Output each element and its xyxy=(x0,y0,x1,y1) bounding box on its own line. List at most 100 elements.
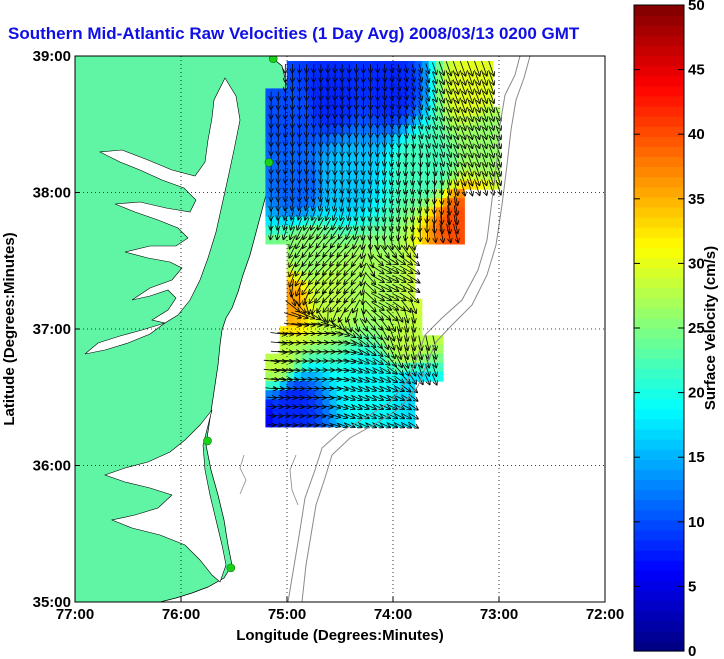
speed-cell xyxy=(386,307,394,318)
velocity-arrow xyxy=(412,162,413,176)
velocity-arrow xyxy=(474,79,479,94)
speed-cell xyxy=(407,70,416,80)
velocity-arrow xyxy=(392,256,405,264)
colorbar-swatch xyxy=(634,297,684,309)
velocity-arrow xyxy=(481,79,487,94)
velocity-arrow xyxy=(371,274,383,282)
speed-cell xyxy=(386,79,394,90)
colorbar-swatch xyxy=(634,227,684,238)
y-tick-label: 37:00 xyxy=(33,321,71,338)
speed-cell xyxy=(364,390,373,400)
velocity-arrow xyxy=(350,349,362,354)
speed-cell xyxy=(357,207,366,218)
speed-cell xyxy=(286,161,295,172)
velocity-arrow xyxy=(446,144,450,156)
velocity-arrow xyxy=(384,172,386,183)
velocity-arrow xyxy=(452,79,458,93)
speed-cell xyxy=(272,161,281,172)
speed-cell xyxy=(400,289,409,300)
velocity-arrow xyxy=(377,163,379,174)
velocity-arrow xyxy=(391,171,393,184)
speed-cell xyxy=(450,152,458,163)
lat-lon-grid xyxy=(75,56,605,602)
velocity-arrow xyxy=(337,300,348,312)
velocity-arrow xyxy=(385,284,398,291)
speed-cell xyxy=(371,179,380,190)
velocity-arrow xyxy=(460,178,466,195)
velocity-arrow xyxy=(386,376,397,382)
velocity-arrow xyxy=(378,284,391,292)
colorbar xyxy=(634,5,684,652)
velocity-arrow xyxy=(288,425,296,426)
speed-cell xyxy=(343,362,352,373)
velocity-arrow xyxy=(426,63,429,73)
velocity-arrow xyxy=(358,328,368,338)
speed-cell xyxy=(343,143,352,154)
speed-cell xyxy=(371,234,380,245)
colorbar-tick-label: 10 xyxy=(688,514,705,531)
speed-cell xyxy=(336,79,345,90)
speed-cell xyxy=(464,179,472,190)
speed-cell xyxy=(286,353,295,364)
velocity-arrow xyxy=(392,301,405,310)
speed-cell xyxy=(435,234,444,245)
velocity-arrow xyxy=(357,376,369,382)
speed-cell xyxy=(343,298,352,309)
speed-cell xyxy=(279,161,288,172)
velocity-arrow xyxy=(372,385,383,391)
velocity-arrow xyxy=(371,292,384,300)
velocity-arrow xyxy=(306,200,308,210)
speed-cell xyxy=(329,326,338,336)
velocity-arrow xyxy=(331,236,340,248)
speed-cell xyxy=(343,134,352,144)
speed-cell xyxy=(393,399,401,410)
velocity-arrow xyxy=(263,360,279,362)
velocity-arrow xyxy=(321,163,322,174)
velocity-arrow xyxy=(439,223,443,242)
velocity-arrow xyxy=(391,162,393,175)
velocity-arrow xyxy=(419,207,421,222)
velocity-arrow xyxy=(411,335,415,349)
velocity-arrow xyxy=(342,340,356,345)
velocity-arrow xyxy=(426,153,428,166)
velocity-arrow xyxy=(408,403,418,410)
velocity-arrow xyxy=(460,143,465,157)
velocity-arrow xyxy=(365,376,376,382)
speed-cell xyxy=(343,170,352,181)
velocity-arrow xyxy=(434,197,435,214)
speed-cell xyxy=(308,88,316,99)
velocity-arrow xyxy=(338,236,347,248)
speed-cell xyxy=(407,60,416,71)
speed-cell xyxy=(379,60,387,71)
speed-cell xyxy=(364,79,373,90)
colorbar-tick-label: 25 xyxy=(688,320,705,337)
velocity-arrow xyxy=(266,397,276,398)
velocity-arrow xyxy=(278,191,279,201)
speed-cell xyxy=(428,362,437,373)
velocity-arrow xyxy=(365,357,375,364)
speed-cell xyxy=(379,362,387,373)
velocity-arrow xyxy=(320,333,336,334)
speed-cell xyxy=(315,344,323,355)
velocity-arrow xyxy=(411,307,415,323)
velocity-arrow xyxy=(373,327,382,339)
velocity-arrow xyxy=(419,180,421,194)
speed-cell xyxy=(357,79,366,90)
velocity-arrow xyxy=(466,88,472,103)
velocity-arrow xyxy=(313,182,314,192)
speed-cell xyxy=(393,143,401,154)
speed-cell xyxy=(286,362,295,373)
velocity-arrow xyxy=(467,116,472,130)
velocity-arrow xyxy=(372,367,383,373)
speed-cell xyxy=(435,170,444,181)
velocity-arrow xyxy=(399,283,413,291)
x-tick-label: 77:00 xyxy=(56,606,94,623)
speed-cell xyxy=(343,289,352,300)
velocity-arrow xyxy=(453,214,458,233)
speed-cell xyxy=(371,125,380,135)
velocity-arrow xyxy=(441,205,442,223)
speed-cell xyxy=(357,143,366,154)
velocity-arrow xyxy=(336,404,348,409)
speed-cell xyxy=(308,390,316,400)
speed-cell xyxy=(435,106,444,117)
